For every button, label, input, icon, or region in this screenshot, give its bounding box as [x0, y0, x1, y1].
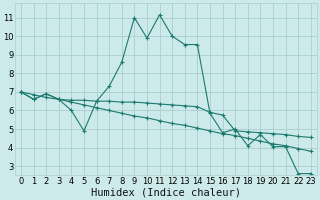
X-axis label: Humidex (Indice chaleur): Humidex (Indice chaleur) — [91, 187, 241, 197]
